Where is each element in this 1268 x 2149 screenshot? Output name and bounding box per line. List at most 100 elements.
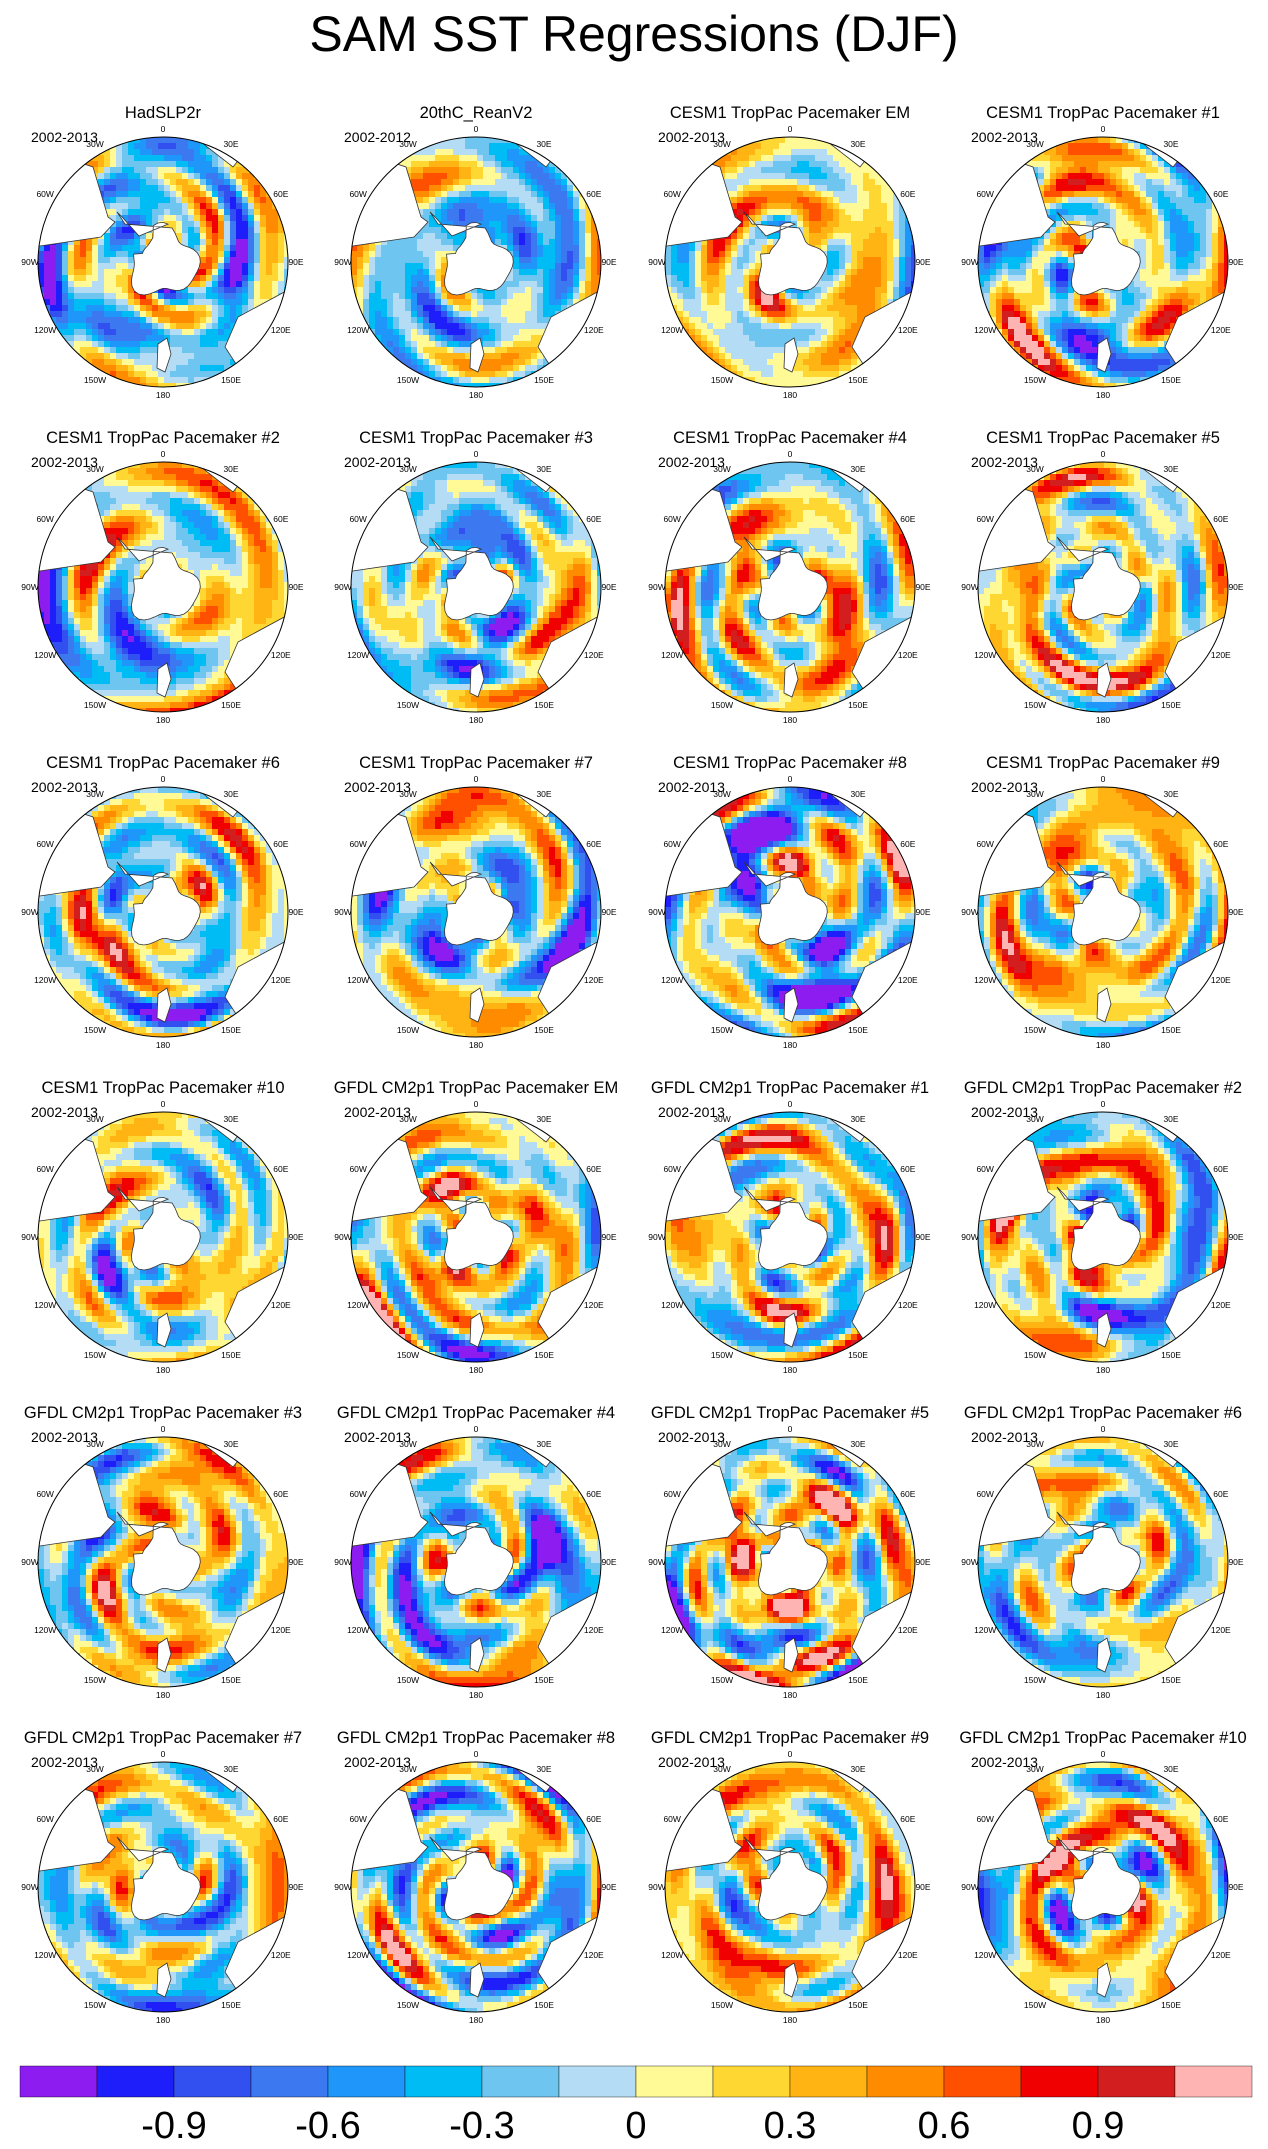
longitude-label: 60W [36,189,53,199]
longitude-label: 180 [156,390,170,400]
longitude-label: 0 [161,1099,166,1109]
longitude-label: 90W [961,582,978,592]
longitude-label: 180 [1096,1040,1110,1050]
longitude-label: 150E [534,375,554,385]
longitude-label: 150E [1161,375,1181,385]
longitude-label: 120E [271,1300,291,1310]
longitude-label: 150E [221,1675,241,1685]
longitude-label: 30E [1163,1439,1178,1449]
longitude-label: 60W [36,1164,53,1174]
longitude-label: 150E [221,1025,241,1035]
longitude-label: 90W [334,582,351,592]
longitude-label: 0 [161,1424,166,1434]
longitude-label: 150E [848,700,868,710]
longitude-label: 150W [84,1675,106,1685]
colorbar-box [19,2065,98,2098]
map-border [664,1761,916,2013]
longitude-label: 120W [34,1950,56,1960]
longitude-label: 150E [534,700,554,710]
longitude-label: 60E [273,189,288,199]
colorbar-tick-label: -0.3 [449,2105,514,2147]
longitude-label: 90W [961,1882,978,1892]
colorbar-box [404,2065,483,2098]
longitude-label: 90W [961,1557,978,1567]
longitude-label: 0 [788,1749,793,1759]
longitude-label: 60W [36,839,53,849]
longitude-label: 30W [713,139,730,149]
longitude-label: 120W [974,325,996,335]
longitude-label: 150E [1161,1675,1181,1685]
longitude-label: 150E [848,2000,868,2010]
map-border [977,136,1229,388]
longitude-label: 150E [848,1350,868,1360]
longitude-label: 120E [584,650,604,660]
longitude-label: 30E [1163,1114,1178,1124]
colorbar-box [173,2065,252,2098]
longitude-label: 30E [536,1114,551,1124]
colorbar-box [1097,2065,1176,2098]
map-panel: CESM1 TropPac Pacemaker #4 2002-2013 0 30E 6… [648,429,931,725]
longitude-label: 120E [271,325,291,335]
longitude-label: 60E [1213,1164,1228,1174]
longitude-label: 120W [34,1300,56,1310]
longitude-label: 150W [84,1350,106,1360]
map-border [350,786,602,1038]
longitude-label: 0 [1101,449,1106,459]
longitude-label: 150W [397,1675,419,1685]
longitude-label: 0 [1101,774,1106,784]
panel-title: CESM1 TropPac Pacemaker #1 [986,104,1220,122]
longitude-label: 30E [536,789,551,799]
longitude-label: 30E [223,464,238,474]
longitude-label: 150W [711,1025,733,1035]
longitude-label: 120W [34,325,56,335]
longitude-label: 90W [648,582,665,592]
panel-period: 2002-2013 [971,454,1038,470]
longitude-label: 180 [783,1040,797,1050]
panel-title: CESM1 TropPac Pacemaker #10 [41,1079,284,1097]
longitude-label: 60W [36,1489,53,1499]
map-border [37,1436,289,1688]
longitude-label: 0 [161,774,166,784]
longitude-label: 180 [156,1690,170,1700]
longitude-label: 150W [1024,2000,1046,2010]
panel-title: CESM1 TropPac Pacemaker #7 [359,754,593,772]
colorbar-box [481,2065,560,2098]
longitude-label: 90E [1228,1557,1243,1567]
longitude-label: 120E [1211,1625,1231,1635]
longitude-label: 30E [850,464,865,474]
colorbar-box [558,2065,637,2098]
longitude-label: 30E [850,789,865,799]
longitude-label: 90E [601,582,616,592]
longitude-label: 30W [713,1764,730,1774]
panel-period: 2002-2013 [31,779,98,795]
longitude-label: 150W [711,375,733,385]
longitude-label: 60E [273,1814,288,1824]
longitude-label: 120W [974,650,996,660]
panel-period: 2002-2013 [344,1104,411,1120]
panel-title: GFDL CM2p1 TropPac Pacemaker #1 [651,1079,929,1097]
longitude-label: 90E [915,1557,930,1567]
map-panel: GFDL CM2p1 TropPac Pacemaker #10 2002-201… [959,1729,1246,2025]
longitude-label: 60E [586,1489,601,1499]
longitude-label: 60E [900,1814,915,1824]
panel-period: 2002-2013 [658,1104,725,1120]
map-panel: CESM1 TropPac Pacemaker #9 2002-2013 0 30E 6… [961,754,1244,1050]
longitude-label: 30W [399,1114,416,1124]
longitude-label: 30E [1163,139,1178,149]
longitude-label: 150E [534,2000,554,2010]
longitude-label: 150W [84,375,106,385]
longitude-label: 90E [915,1882,930,1892]
sst-field [351,1112,601,1362]
longitude-label: 60W [349,1164,366,1174]
longitude-label: 90W [961,907,978,917]
map-border [977,1436,1229,1688]
longitude-label: 90W [961,1232,978,1242]
map-panel: GFDL CM2p1 TropPac Pacemaker EM 2002-2013… [334,1079,619,1375]
longitude-label: 120E [584,975,604,985]
longitude-label: 60W [663,514,680,524]
panel-title: CESM1 TropPac Pacemaker #4 [673,429,907,447]
panel-period: 2002-2013 [971,1754,1038,1770]
panel-title: CESM1 TropPac Pacemaker #9 [986,754,1220,772]
longitude-label: 60E [586,189,601,199]
longitude-label: 60W [349,839,366,849]
